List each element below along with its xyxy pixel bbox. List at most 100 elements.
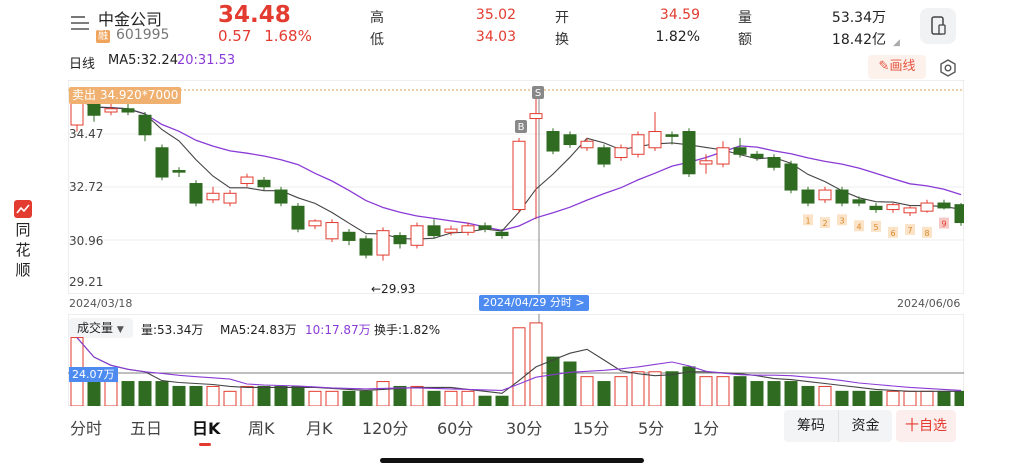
trend-icon xyxy=(16,204,30,214)
candle xyxy=(308,219,322,230)
indicator-select-label: 成交量 xyxy=(77,321,114,335)
sell-order-tag[interactable]: 卖出 34.920*7000 xyxy=(69,87,182,104)
volume-bar xyxy=(257,385,271,406)
tab-60min[interactable]: 60分 xyxy=(437,419,474,438)
pin-icon: ◢ xyxy=(893,38,900,48)
candle xyxy=(733,138,747,158)
tab-15min[interactable]: 15分 xyxy=(573,419,610,438)
settings-icon[interactable] xyxy=(938,58,958,78)
candle xyxy=(546,128,560,155)
volume-bar xyxy=(444,390,458,406)
ma10-label: 20:31.53 xyxy=(177,53,236,68)
nine-turn-number: 2 xyxy=(822,219,827,228)
candle xyxy=(580,138,594,152)
volume-bar xyxy=(886,390,900,406)
candle xyxy=(937,199,951,210)
tab-1min[interactable]: 1分 xyxy=(693,419,720,438)
candle xyxy=(444,225,458,236)
chip-distribution-button[interactable]: 筹码 xyxy=(784,410,838,442)
stock-name: 中金公司 xyxy=(98,10,163,29)
tab-five-day[interactable]: 五日 xyxy=(130,419,163,438)
candle xyxy=(274,186,288,207)
volume-bar xyxy=(461,390,475,406)
volume-bar xyxy=(750,381,764,406)
volume-bar xyxy=(546,356,560,406)
amount-label: 额 xyxy=(738,32,752,48)
candle xyxy=(801,186,815,207)
tab-daily-k[interactable]: 日K xyxy=(192,419,221,438)
volume-bar xyxy=(495,395,509,406)
volume-bar xyxy=(240,385,254,406)
volume-value-label: 量:53.34万 xyxy=(141,323,204,337)
volume-ma-line xyxy=(76,337,961,394)
volume-bar xyxy=(155,381,169,406)
candle xyxy=(155,144,169,181)
nine-turn-badge xyxy=(922,226,932,238)
volume-bar xyxy=(342,390,356,406)
rotate-screen-button[interactable] xyxy=(920,8,956,44)
candle xyxy=(172,167,186,178)
volume-bar xyxy=(291,385,305,406)
y-label-4: 29.21 xyxy=(69,275,104,289)
fund-flow-button[interactable]: 资金 xyxy=(838,410,892,442)
nine-turn-badge xyxy=(803,214,813,226)
tab-120min[interactable]: 120分 xyxy=(362,419,409,438)
low-label: 低 xyxy=(370,32,384,48)
indicator-select[interactable]: 成交量 ▼ xyxy=(69,318,133,338)
price-change: 0.57 1.68% xyxy=(218,27,312,45)
candle xyxy=(682,128,696,178)
kline-chart[interactable]: 1 2 3 4 5 6 7 8 9 S B xyxy=(68,80,964,294)
candle xyxy=(835,186,849,207)
stock-code: 601995 xyxy=(116,27,170,43)
y-label-1: 34.47 xyxy=(69,127,104,141)
candle xyxy=(240,173,254,187)
nine-turn-number: 3 xyxy=(839,216,844,225)
draw-line-label: 画线 xyxy=(889,59,916,74)
open-label: 开 xyxy=(555,10,569,26)
tab-monthly-k[interactable]: 月K xyxy=(306,419,333,438)
volume-bar xyxy=(954,390,964,406)
candle xyxy=(648,112,662,152)
ma5-label: MA5:32.24 xyxy=(108,53,178,68)
candle xyxy=(206,186,220,204)
volume-label: 量 xyxy=(738,10,752,26)
volume-bar xyxy=(920,390,934,406)
candle xyxy=(138,112,152,142)
nine-turn-number: 9 xyxy=(941,220,946,229)
volume-chart[interactable] xyxy=(68,314,964,406)
volume-bar xyxy=(716,376,730,406)
candle xyxy=(784,160,798,194)
volume-bar xyxy=(682,366,696,406)
volume-bar xyxy=(597,381,611,406)
add-watchlist-button[interactable]: 十自选 xyxy=(896,410,956,442)
change-percent: 1.68% xyxy=(264,27,312,45)
phone-icon xyxy=(931,16,946,35)
volume-bar xyxy=(138,381,152,406)
tab-weekly-k[interactable]: 周K xyxy=(248,419,275,438)
tab-5min[interactable]: 5分 xyxy=(638,419,665,438)
tonghuashun-logo[interactable] xyxy=(14,200,32,218)
menu-icon[interactable] xyxy=(70,14,90,32)
tonghuashun-label[interactable]: 同花顺 xyxy=(15,221,31,279)
candle xyxy=(750,151,764,161)
volume-bar xyxy=(512,327,526,406)
crosshair-date-button[interactable]: 2024/04/29 分时 > xyxy=(479,295,589,311)
nine-turn-badge xyxy=(939,217,949,229)
candle xyxy=(665,131,679,145)
active-tab-indicator xyxy=(199,443,211,446)
candle xyxy=(597,144,611,168)
candle xyxy=(291,203,305,233)
candle xyxy=(631,131,645,158)
volume-bar xyxy=(631,371,645,406)
tab-30min[interactable]: 30分 xyxy=(506,419,543,438)
draw-line-button[interactable]: ✎画线 xyxy=(868,55,926,79)
volume-bar xyxy=(784,381,798,406)
buy-marker: B xyxy=(518,122,525,133)
volume-bar xyxy=(359,390,373,406)
volume-bar xyxy=(614,376,628,406)
candle xyxy=(410,222,424,249)
tab-intraday[interactable]: 分时 xyxy=(70,419,103,438)
candle xyxy=(886,203,900,213)
amount-value: 18.42亿 xyxy=(831,32,886,48)
nine-turn-number: 6 xyxy=(890,229,895,238)
